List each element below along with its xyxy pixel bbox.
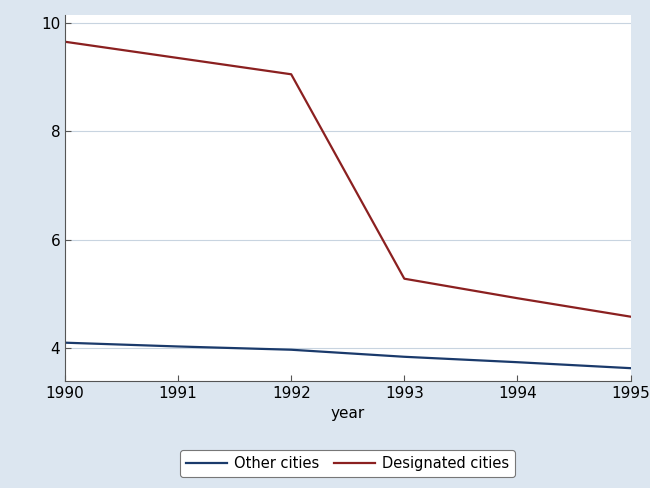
- Legend: Other cities, Designated cities: Other cities, Designated cities: [180, 450, 515, 477]
- X-axis label: year: year: [331, 406, 365, 421]
